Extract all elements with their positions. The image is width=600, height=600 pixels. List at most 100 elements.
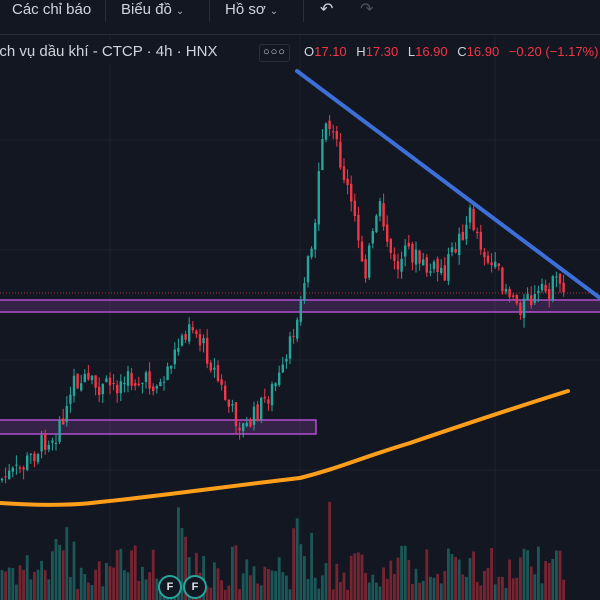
volume-bar — [461, 574, 465, 600]
volume-bar — [429, 576, 432, 600]
volume-bar — [231, 546, 234, 600]
candle-body — [137, 383, 140, 385]
volume-bar — [425, 549, 429, 600]
chart-type-button[interactable]: Biểu đồ ⌄ — [121, 0, 184, 20]
candle-body — [166, 366, 169, 380]
redo-icon[interactable]: ↷ — [360, 1, 374, 18]
volume-bar — [241, 573, 245, 600]
volume-bar — [61, 550, 65, 600]
candle-body — [332, 131, 335, 133]
indicators-label: Các chỉ báo — [12, 1, 92, 18]
volume-bar — [339, 582, 342, 600]
candle-body — [119, 381, 122, 394]
candle-body — [76, 373, 79, 389]
volume-bar — [133, 545, 137, 600]
candle-body — [317, 171, 320, 225]
close-value: 16.90 — [466, 44, 500, 59]
candle-body — [540, 283, 544, 291]
volume-bar — [313, 577, 317, 600]
volume-bar — [83, 573, 87, 600]
volume-bar — [245, 559, 249, 600]
candle-body — [256, 404, 259, 421]
volume-bar — [263, 566, 267, 600]
candle-body — [105, 378, 108, 383]
close-key: C — [457, 44, 467, 59]
volume-bar — [447, 548, 450, 600]
candle-body — [8, 470, 11, 480]
volume-bar — [436, 573, 439, 600]
candle-body — [224, 385, 227, 400]
candle-body — [454, 249, 457, 253]
volume-bar — [65, 527, 69, 600]
volume-bar — [465, 576, 468, 600]
volume-bar — [418, 582, 421, 600]
candle-body — [440, 267, 443, 273]
more-dots-icon[interactable]: ○○○ — [259, 44, 290, 62]
volume-bar — [493, 584, 497, 600]
candle-body — [497, 263, 500, 267]
candle-body — [270, 384, 274, 406]
candle-body — [285, 358, 288, 362]
candle-body — [360, 241, 364, 262]
candle-body — [476, 231, 479, 234]
volume-bar — [216, 568, 220, 600]
candle-body — [411, 244, 414, 263]
candle-body — [170, 365, 173, 369]
candle-body — [303, 283, 306, 301]
volume-bar — [40, 560, 43, 600]
volume-bar — [357, 552, 360, 600]
candle-body — [486, 255, 490, 263]
volume-bar — [335, 563, 339, 600]
earnings-marker[interactable]: F — [183, 575, 207, 599]
profile-button[interactable]: Hồ sơ ⌄ — [225, 0, 278, 20]
volume-bar — [457, 559, 461, 600]
volume-bar — [119, 548, 123, 600]
volume-bar — [331, 589, 335, 600]
candle-body — [490, 262, 493, 266]
candle-body — [231, 404, 234, 406]
volume-bar — [25, 555, 29, 600]
profile-label: Hồ sơ — [225, 1, 266, 18]
earnings-marker[interactable]: F — [158, 575, 182, 599]
volume-bar — [285, 575, 288, 600]
candle-body — [519, 303, 522, 315]
undo-icon[interactable]: ↶ — [320, 1, 334, 18]
volume-bar — [33, 571, 36, 600]
candle-body — [555, 276, 558, 278]
candle-body — [126, 371, 130, 386]
volume-bar — [180, 528, 184, 600]
volume-bar — [126, 572, 130, 600]
volume-bar — [54, 539, 58, 600]
candle-body — [504, 288, 508, 292]
volume-bar — [36, 569, 40, 600]
candle-body — [134, 383, 137, 386]
volume-bar — [148, 572, 151, 600]
candle-body — [15, 464, 18, 466]
candle-body — [123, 382, 126, 385]
symbol-title[interactable]: ịch vụ dầu khí - CTCP · 4h · HNX — [0, 40, 224, 64]
volume-bar — [238, 589, 241, 600]
volume-bar — [486, 568, 490, 600]
volume-bar — [443, 571, 447, 600]
candle-body — [278, 372, 281, 385]
volume-bar — [303, 556, 306, 600]
candle-body — [461, 231, 464, 241]
candle-body — [447, 254, 450, 281]
indicators-button[interactable]: Các chỉ báo — [12, 0, 91, 20]
candle-body — [342, 166, 346, 180]
volume-bar — [497, 576, 501, 600]
volume-bar — [396, 557, 400, 600]
candle-body — [533, 293, 536, 303]
low-value: 16.90 — [415, 44, 448, 59]
candle-body — [4, 476, 7, 478]
volume-bar — [141, 566, 144, 600]
candle-body — [198, 334, 202, 346]
volume-bar — [382, 567, 385, 600]
candle-body — [202, 338, 205, 344]
volume-bar — [58, 544, 61, 600]
volume-bar — [97, 561, 101, 600]
volume-bar — [220, 580, 223, 600]
candle-body — [425, 257, 428, 273]
candle-body — [483, 252, 486, 258]
